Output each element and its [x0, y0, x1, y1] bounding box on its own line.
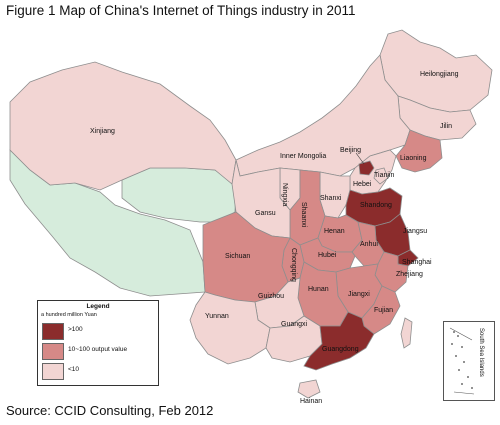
legend-unit: a hundred million Yuan [41, 312, 97, 318]
label-shanxi: Shanxi [320, 195, 342, 202]
label-hainan: Hainan [300, 398, 322, 405]
label-hebei: Hebei [353, 181, 372, 188]
label-guizhou: Guizhou [258, 293, 284, 300]
label-jiangsu: Jiangsu [403, 228, 427, 235]
legend-label-high: >100 [68, 326, 83, 333]
legend-label-low: <10 [68, 366, 80, 373]
label-guangxi: Guangxi [281, 321, 308, 328]
label-anhui: Anhui [360, 241, 378, 248]
label-jiangxi: Jiangxi [348, 291, 370, 298]
label-jilin: Jilin [440, 123, 452, 130]
legend-swatch-low [42, 363, 64, 380]
province-gansu [231, 159, 291, 239]
label-shandong: Shandong [360, 202, 392, 209]
south-sea-islands-sketch [449, 327, 475, 395]
south-sea-islands-label: South Sea Islands [478, 328, 484, 377]
legend-swatch-mid [42, 343, 64, 360]
label-henan: Henan [324, 228, 345, 235]
label-gansu: Gansu [255, 210, 276, 217]
label-chongqing: Chongqing [290, 248, 297, 282]
map-title: Figure 1 Map of China's Internet of Thin… [6, 3, 356, 18]
province-yunnan [189, 291, 271, 365]
label-yunnan: Yunnan [205, 313, 229, 320]
label-hunan: Hunan [308, 286, 329, 293]
label-inner-mongolia: Inner Mongolia [280, 153, 326, 160]
provinces [9, 29, 493, 399]
province-labels: Heilongjiang Jilin Liaoning Inner Mongol… [90, 71, 459, 405]
taiwan-island [400, 317, 413, 349]
province-tianjin [373, 167, 389, 185]
beijing-leader-line [355, 152, 365, 165]
label-beijing: Beijing [340, 147, 361, 154]
label-heilongjiang: Heilongjiang [420, 71, 459, 78]
label-fujian: Fujian [374, 307, 393, 314]
legend: Legend a hundred million Yuan >100 10~10… [37, 300, 159, 386]
province-hainan [297, 379, 321, 399]
label-hubei: Hubei [318, 252, 337, 259]
label-ningxia: Ningxia [281, 183, 288, 206]
legend-swatch-high [42, 323, 64, 340]
legend-title: Legend [86, 303, 110, 310]
label-zhejiang: Zhejiang [396, 271, 423, 278]
source-note: Source: CCID Consulting, Feb 2012 [6, 403, 214, 418]
label-shaanxi: Shaanxi [300, 202, 307, 228]
label-sichuan: Sichuan [225, 253, 250, 260]
south-sea-inset: South Sea Islands [443, 321, 495, 401]
label-shanghai: Shanghai [402, 259, 432, 266]
label-liaoning: Liaoning [400, 155, 427, 162]
label-tianjin: Tianjin [374, 172, 394, 179]
province-liaoning [395, 129, 443, 173]
province-beijing [358, 160, 375, 176]
label-xinjiang: Xinjiang [90, 128, 115, 135]
legend-label-mid: 10~100 output value [68, 346, 128, 353]
province-guangdong [303, 311, 375, 371]
label-guangdong: Guangdong [322, 346, 359, 353]
